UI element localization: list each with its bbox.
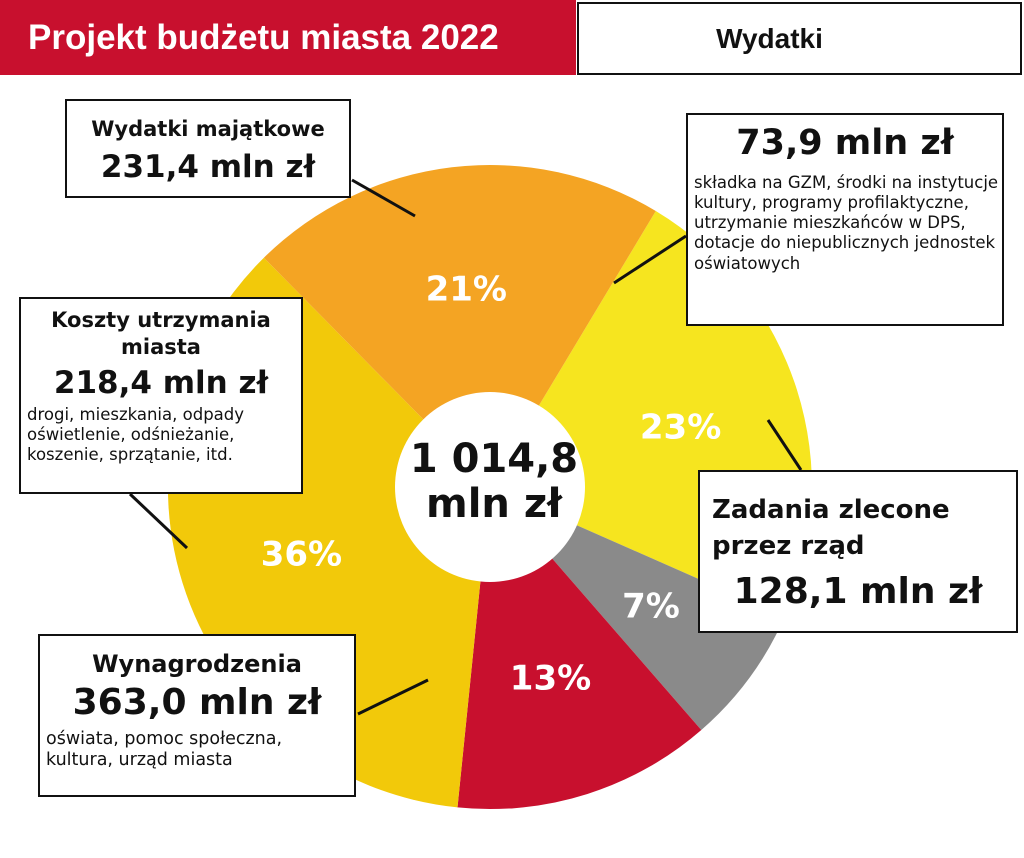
pie-slice-pozostale [490,487,785,730]
callout-amount: 73,9 mln zł [736,123,954,163]
callout-wynagrodzenia: Wynagrodzenia 363,0 mln zł oświata, pomo… [38,634,356,797]
callout-amount: 218,4 mln zł [53,364,269,401]
pie-slice-utrzymania [263,165,656,487]
callout-amount: 363,0 mln zł [72,682,322,723]
leader-line-pozostale [613,234,687,285]
slice-percent-label-utrzymania: 21% [426,269,507,309]
center-total-unit: mln zł [426,481,563,527]
page-title: Projekt budżetu miasta 2022 [0,0,576,75]
callout-koszty-utrzymania: Koszty utrzymania miasta 218,4 mln zł dr… [19,297,303,494]
center-total-value: 1 014,8 [410,436,578,482]
callout-wydatki-majatkowe: Wydatki majątkowe 231,4 mln zł [65,99,351,198]
callout-category: Wynagrodzenia [92,650,302,678]
slice-percent-label-pozostale: 7% [622,587,680,627]
callout-category: Zadania zlecone przez rząd [712,495,950,562]
callout-pozostale-wydatki: 73,9 mln zł składka na GZM, środki na in… [686,113,1004,326]
callout-category: Koszty utrzymania miasta [51,308,271,359]
callout-description: składka na GZM, środki na instytucje kul… [694,173,999,273]
leader-line-zlecone [766,419,803,471]
callout-description: drogi, mieszkania, odpady oświetlenie, o… [27,404,245,464]
callout-amount: 231,4 mln zł [100,149,316,185]
slice-percent-label-majatkowe: 23% [640,408,721,448]
leader-line-utrzymania [128,492,189,550]
leader-line-wynagrodzenia [357,678,429,716]
slice-percent-label-wynagrodzenia: 36% [261,534,342,574]
callout-description: oświata, pomoc społeczna, kultura, urząd… [46,729,283,771]
center-hole [395,392,585,582]
callout-category: Wydatki majątkowe [91,117,325,141]
slice-percent-label-zlecone: 13% [510,659,591,699]
section-tab-wydatki: Wydatki [577,2,1022,75]
leader-line-majatkowe [351,178,416,218]
callout-amount: 128,1 mln zł [733,570,983,612]
callout-zadania-zlecone: Zadania zlecone przez rząd 128,1 mln zł [698,470,1018,633]
